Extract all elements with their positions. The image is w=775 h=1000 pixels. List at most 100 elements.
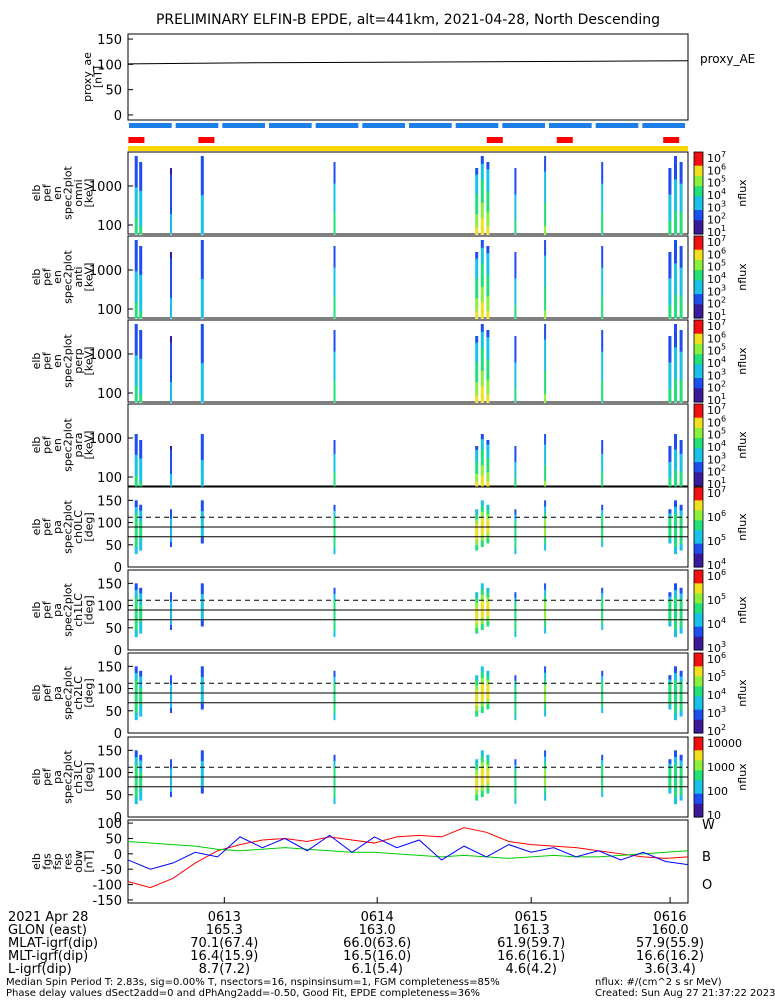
pef_en_spec2plot_perp-colorbar-cell (694, 347, 703, 352)
pef_pa_spec2plot_ch0LC-cell (679, 516, 683, 523)
pef_en_spec2plot_omni-cell (601, 169, 604, 177)
pef_en_spec2plot_anti-cell (601, 274, 604, 283)
pef_pa_spec2plot_ch3LC-cell (668, 780, 672, 786)
pef_en_spec2plot_anti-colorbar-tick: 101 (707, 308, 726, 323)
spin-bar-segment (269, 123, 312, 128)
pef_pa_spec2plot_ch1LC-cell (170, 615, 172, 621)
pef_en_spec2plot_perp-cell (200, 386, 204, 395)
pef_en_spec2plot_omni-cell (139, 205, 143, 213)
pef_en_spec2plot_para-cell (486, 467, 490, 473)
pef_pa_spec2plot_ch1LC-cell (333, 606, 336, 613)
pef_en_spec2plot_para-cell (679, 476, 683, 482)
pef_pa_spec2plot_ch1LC-cell (475, 602, 479, 609)
pef_en_spec2plot_para-colorbar-cell (694, 458, 703, 463)
x-info-row-label: 2021 Apr 28 (8, 910, 89, 925)
pef_pa_spec2plot_ch2LC-cell (601, 691, 604, 698)
pef_pa_spec2plot_ch3LC-cell (486, 759, 490, 765)
pef_en_spec2plot_anti-cell (333, 267, 336, 276)
pef_en_spec2plot_anti-cell (514, 278, 517, 286)
pef_pa_spec2plot_ch3LC-cell (139, 788, 143, 795)
pef_en_spec2plot_omni-cell (514, 201, 517, 209)
x-info-row-value: 160.0 (651, 923, 689, 938)
pef_en_spec2plot_omni-colorbar-label: nflux (736, 179, 749, 207)
pef_en_spec2plot_omni-cell (486, 226, 490, 235)
pef_pa_spec2plot_ch1LC-colorbar-cell (694, 623, 703, 628)
pef_en_spec2plot_anti-cell (674, 302, 677, 311)
pef_pa_spec2plot_ch1LC-cell (475, 622, 479, 629)
pef_en_spec2plot_anti-cell (668, 278, 672, 286)
pef_en_spec2plot_para-colorbar-frame (693, 403, 704, 487)
pef_en_spec2plot_anti-cell (674, 294, 677, 303)
pef_en_spec2plot_perp-cell (674, 355, 677, 364)
pef_pa_spec2plot_ch3LC-cell (480, 756, 484, 763)
pef_en_spec2plot_omni-cell (170, 187, 172, 195)
pef_pa_spec2plot_ch0LC-cell (668, 521, 672, 527)
pef_en_spec2plot_para-cell (139, 449, 143, 455)
pef_pa_spec2plot_ch2LC-colorbar-cell (694, 693, 703, 697)
pef_pa_spec2plot_ch3LC-cell (475, 784, 479, 791)
pef_pa_spec2plot_ch3LC-cell (480, 779, 484, 786)
pef_pa_spec2plot_ch0LC-colorbar-cell (694, 547, 703, 551)
pef_en_spec2plot_perp-colorbar-cell (694, 354, 703, 359)
pef_pa_spec2plot_ch0LC-cell (200, 500, 204, 507)
pef_en_spec2plot_omni-cell (200, 156, 204, 165)
pef_pa_spec2plot_ch0LC-colorbar-cell (694, 523, 703, 528)
pef_pa_spec2plot_ch1LC-cell (514, 592, 517, 599)
pef_pa_spec2plot_ch2LC-ylabel-2: pa (51, 686, 64, 700)
fgs-frame (127, 819, 689, 904)
pef_en_spec2plot_perp-colorbar-tick: 105 (707, 343, 726, 358)
pef_pa_spec2plot_ch3LC-cell (475, 789, 479, 796)
pef_en_spec2plot_omni-cell (486, 190, 490, 199)
pef_pa_spec2plot_ch0LC-cell (514, 531, 517, 538)
spin-bar-segment (362, 123, 405, 128)
pef_en_spec2plot_perp-cell (679, 330, 683, 338)
pef_pa_spec2plot_ch0LC-ylabel-5: [deg] (82, 512, 95, 541)
pef_pa_spec2plot_ch3LC-cell (679, 794, 683, 801)
pef_en_spec2plot_omni-cell (134, 195, 138, 204)
pef_pa_spec2plot_ch3LC-cell (134, 790, 138, 798)
pef_en_spec2plot_para-cell (601, 444, 604, 450)
pef_pa_spec2plot_ch3LC-cell (544, 769, 547, 776)
pef_en_spec2plot_perp-colorbar-cell (694, 350, 703, 355)
pef_en_spec2plot_omni-cell (333, 198, 336, 206)
pef_en_spec2plot_anti-cell (668, 291, 672, 299)
pef_en_spec2plot_anti-cell (601, 267, 604, 276)
pef_pa_spec2plot_ch3LC-cell (475, 764, 479, 770)
pef_pa_spec2plot_ch1LC-cell (544, 595, 547, 603)
pef_en_spec2plot_anti-cell (674, 286, 677, 296)
pef_en_spec2plot_perp-cell (668, 388, 672, 396)
pef_en_spec2plot_anti-colorbar-cell (694, 277, 703, 282)
x-info-row-value: 3.6(3.4) (644, 962, 696, 977)
pef_en_spec2plot_perp-cell (544, 363, 547, 372)
pef_en_spec2plot_perp-cell (674, 394, 677, 403)
pef_pa_spec2plot_ch2LC-cell (170, 679, 172, 686)
pef_en_spec2plot_omni-cell (514, 227, 517, 235)
pef_en_spec2plot_anti-cell (601, 282, 604, 290)
pef_pa_spec2plot_ch1LC-cell (475, 612, 479, 619)
pef_en_spec2plot_omni-colorbar-cell (694, 199, 703, 204)
pef_en_spec2plot_anti-colorbar-cell (694, 287, 703, 292)
pef_pa_spec2plot_ch1LC-cell (674, 590, 677, 598)
pef_en_spec2plot_perp-cell (200, 355, 204, 364)
pef_pa_spec2plot_ch2LC-cell (480, 666, 484, 673)
pef_en_spec2plot_omni-colorbar-tick: 107 (707, 150, 726, 165)
pef_en_spec2plot_para-cell (601, 440, 604, 446)
pef_pa_spec2plot_ch0LC-cell (601, 541, 604, 548)
pef_en_spec2plot_perp-cell (601, 394, 604, 403)
pef_pa_spec2plot_ch3LC-cell (200, 787, 204, 794)
pef_pa_spec2plot_ch3LC-cell (134, 763, 138, 771)
pef_en_spec2plot_omni-cell (134, 156, 138, 165)
pef_en_spec2plot_para-cell (679, 444, 683, 450)
pef_en_spec2plot_para-colorbar-cell (694, 441, 703, 446)
panel-pef_en_spec2plot_perp: 1000100elbpefenspec2plotperp[keV]1071061… (30, 318, 749, 407)
x-axis-time-tick-label: 0615 (514, 910, 548, 925)
pef_pa_spec2plot_ch3LC-cell (200, 755, 204, 762)
pef_pa_spec2plot_ch0LC-cell (514, 542, 517, 549)
pef_pa_spec2plot_ch1LC-cell (200, 594, 204, 600)
pef_pa_spec2plot_ch3LC-cell (601, 780, 604, 787)
pef_pa_spec2plot_ch1LC-cell (480, 612, 484, 619)
pef_en_spec2plot_anti-cell (475, 298, 479, 306)
pef_en_spec2plot_anti-cell (679, 253, 683, 261)
pef_pa_spec2plot_ch0LC-colorbar-cell (694, 557, 703, 561)
pef_pa_spec2plot_ch1LC-colorbar-tick: 105 (707, 592, 726, 607)
